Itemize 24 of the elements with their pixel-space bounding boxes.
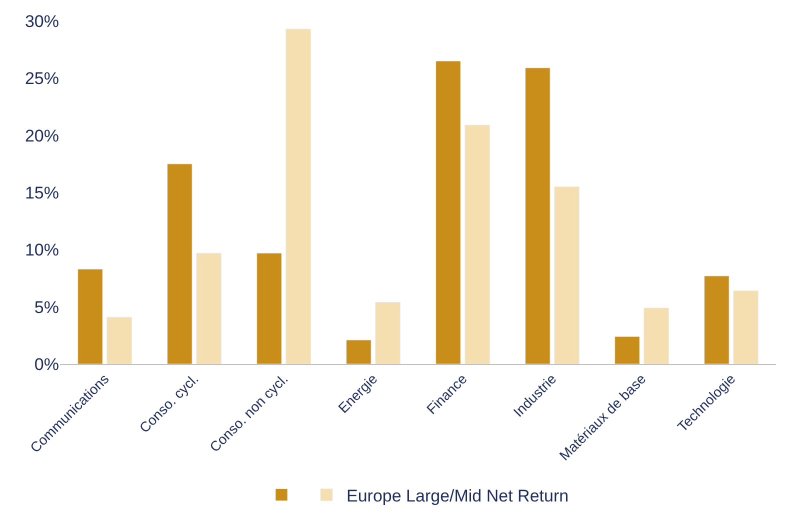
y-tick-label: 0% [34, 354, 59, 374]
bar [346, 340, 372, 364]
bar [106, 316, 132, 364]
bar [525, 68, 550, 364]
y-tick-label: 15% [24, 183, 59, 202]
y-tick-label: 5% [34, 298, 59, 317]
bar [167, 164, 192, 364]
y-tick-label: 10% [24, 240, 59, 260]
bar [614, 336, 640, 364]
y-tick-label: 25% [24, 69, 59, 88]
bar [256, 252, 282, 364]
bar [704, 276, 730, 364]
bar [286, 28, 311, 364]
y-tick-label: 30% [24, 12, 59, 31]
bar [375, 302, 400, 364]
bar [196, 252, 222, 364]
legend-label: Europe Large/Mid Net Return [346, 486, 569, 506]
bar [733, 290, 758, 364]
bar [464, 124, 490, 364]
y-tick-label: 20% [24, 126, 59, 146]
bar [436, 60, 461, 364]
bar [78, 268, 103, 364]
bar [554, 186, 580, 364]
bar [644, 308, 669, 364]
